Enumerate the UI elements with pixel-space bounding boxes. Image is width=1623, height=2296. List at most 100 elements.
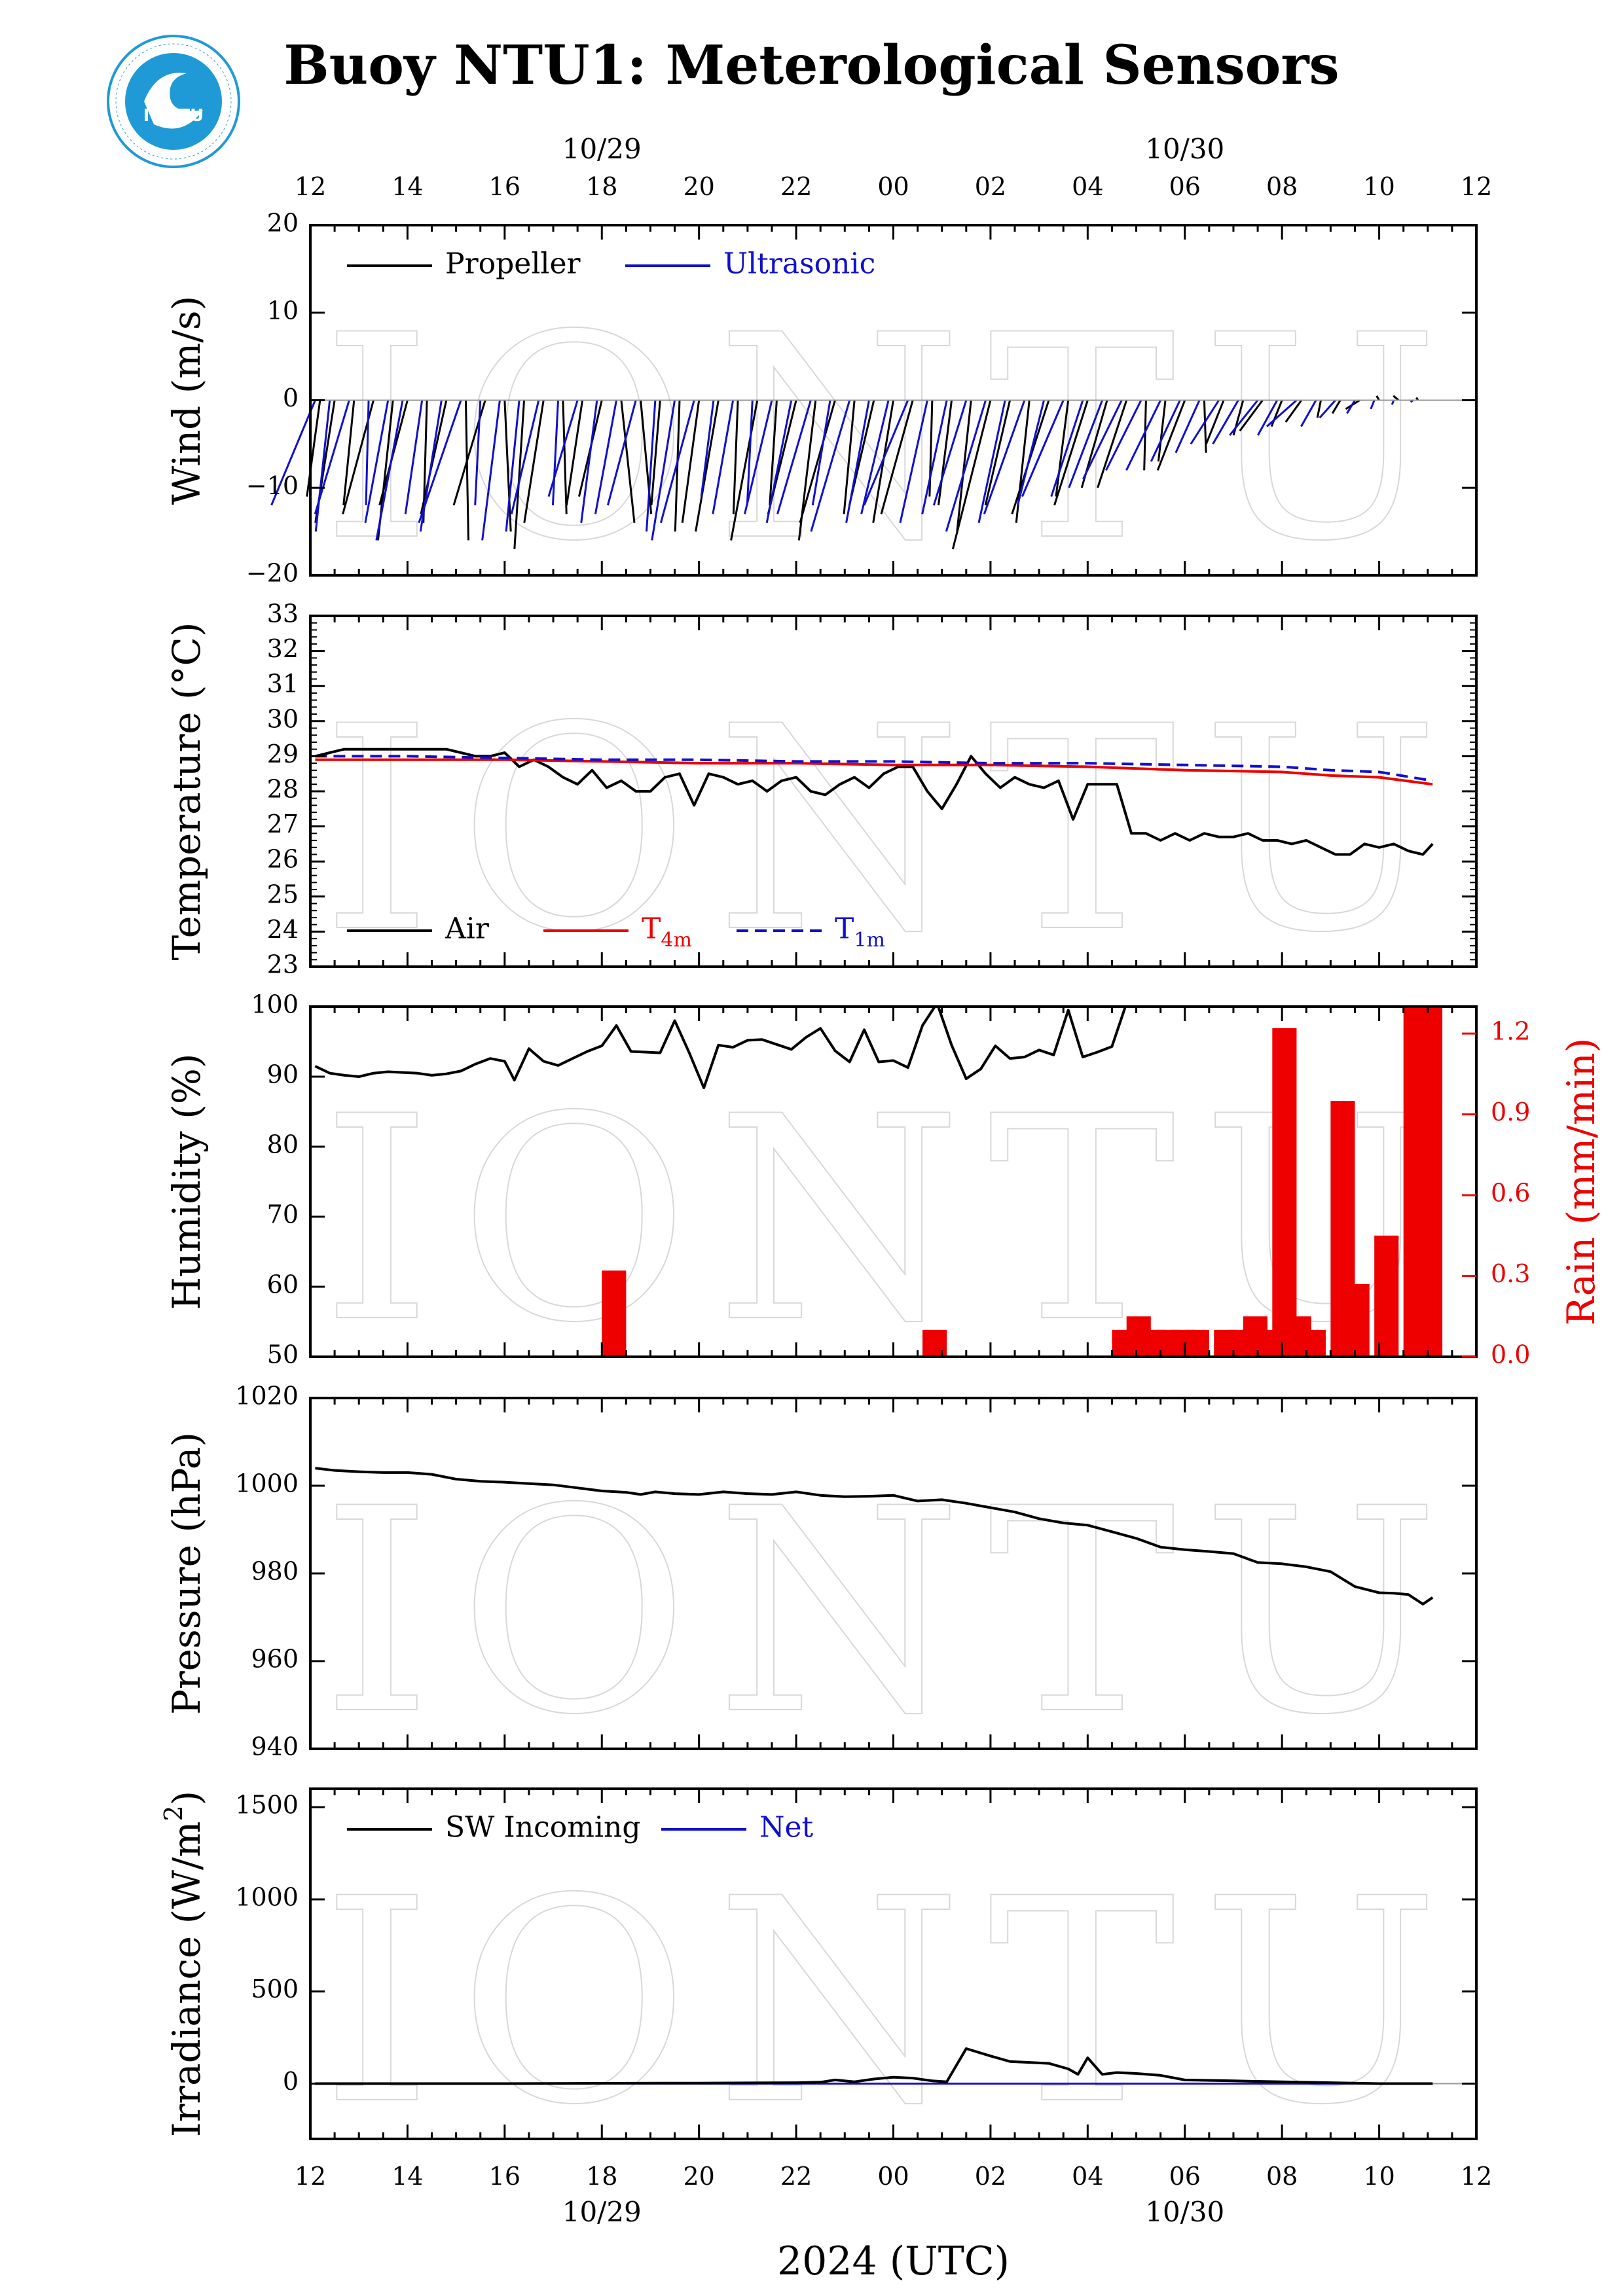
- y-tick-label: 27: [267, 810, 299, 838]
- legend-label: Propeller: [445, 247, 581, 281]
- ultrasonic-wind-stick: [1391, 399, 1395, 405]
- humidity-y-axis-label: Humidity (%): [164, 1053, 209, 1310]
- ultrasonic-wind-stick: [314, 400, 350, 514]
- bottom-hour-tick-label: 16: [489, 2162, 520, 2191]
- ultrasonic-wind-stick: [977, 400, 1006, 524]
- watermark-text: IONTU: [321, 1449, 1466, 1776]
- legend-label: Air: [445, 912, 490, 946]
- propeller-wind-stick: [1205, 399, 1225, 444]
- ultrasonic-wind-stick: [651, 400, 676, 541]
- y2-tick-label: 0.6: [1491, 1179, 1530, 1208]
- propeller-wind-stick: [1157, 400, 1167, 462]
- propeller-wind-stick: [880, 400, 914, 514]
- ultrasonic-wind-stick: [375, 400, 404, 541]
- propeller-wind-stick: [843, 400, 856, 514]
- propeller-wind-stick: [1053, 400, 1089, 506]
- propeller-wind-stick: [1097, 400, 1128, 488]
- humidity-rain-plot: [314, 1007, 1443, 1357]
- ultrasonic-wind-stick: [1105, 399, 1142, 471]
- sw-incoming-line: [315, 2047, 1433, 2085]
- propeller-wind-stick: [523, 400, 545, 523]
- y2-tick-label: 1.2: [1491, 1017, 1530, 1046]
- y-tick-label: 1000: [235, 1469, 299, 1498]
- bottom-hour-tick-label: 14: [392, 2162, 423, 2191]
- y2-tick-label: 0.3: [1491, 1259, 1530, 1288]
- rain-bar: [1417, 1007, 1443, 1357]
- ultrasonic-wind-stick: [404, 400, 424, 514]
- propeller-wind-stick: [951, 400, 992, 550]
- legend-label: Ultrasonic: [723, 247, 875, 281]
- rain-bar: [1184, 1329, 1209, 1357]
- propeller-wind-stick: [1393, 395, 1400, 401]
- ultrasonic-wind-stick: [1068, 399, 1103, 488]
- bottom-hour-tick-label: 12: [1461, 2162, 1492, 2191]
- y2-tick-label: 0.0: [1491, 1340, 1530, 1369]
- y-tick-label: 31: [267, 670, 299, 698]
- y-tick-label: 25: [267, 880, 299, 908]
- top-hour-tick-label: 00: [877, 172, 909, 201]
- x-axis-title: 2024 (UTC): [777, 2238, 1010, 2284]
- y-tick-label: 960: [251, 1645, 299, 1674]
- ultrasonic-wind-stick: [1370, 399, 1376, 410]
- ultrasonic-wind-stick: [1257, 399, 1279, 436]
- propeller-wind-stick: [1316, 400, 1322, 418]
- propeller-wind-stick: [695, 400, 720, 532]
- bottom-hour-tick-label: 00: [877, 2162, 909, 2191]
- top-hour-tick-label: 14: [392, 172, 423, 201]
- top-hour-tick-label: 02: [975, 172, 1006, 201]
- ultrasonic-wind-stick: [765, 400, 793, 524]
- bottom-date-label: 10/30: [1145, 2196, 1224, 2228]
- y-tick-label: 28: [267, 775, 299, 804]
- y-tick-label: 0: [283, 2067, 299, 2096]
- ultrasonic-wind-stick: [481, 400, 501, 541]
- chart-title: Buoy NTU1: Meterological Sensors: [283, 34, 1340, 97]
- y-tick-label: 940: [251, 1732, 299, 1761]
- y2-tick-label: 0.9: [1491, 1098, 1530, 1126]
- ultrasonic-wind-stick: [899, 400, 928, 524]
- y-tick-label: 80: [267, 1130, 299, 1159]
- bottom-hour-tick-label: 12: [295, 2162, 326, 2191]
- y-tick-label: 30: [267, 704, 299, 733]
- ultrasonic-wind-stick: [1300, 399, 1317, 427]
- ultrasonic-wind-stick: [983, 399, 1026, 514]
- rain-bar: [922, 1329, 947, 1357]
- ultrasonic-wind-stick: [1346, 399, 1356, 414]
- ultrasonic-wind-stick: [863, 399, 909, 506]
- y-tick-label: 10: [267, 296, 299, 325]
- propeller-wind-stick: [1285, 399, 1303, 423]
- ultrasonic-wind-stick: [580, 400, 598, 523]
- top-hour-tick-label: 20: [683, 172, 714, 201]
- ultrasonic-wind-stick: [744, 400, 773, 514]
- watermark-text: IONTU: [321, 1839, 1466, 2166]
- y-tick-label: 100: [251, 990, 299, 1019]
- rain-bar: [602, 1270, 627, 1357]
- rain-y-axis-label: Rain (mm/min): [1559, 1038, 1603, 1326]
- watermark-text: IONTU: [321, 667, 1466, 994]
- propeller-wind-stick: [342, 400, 356, 506]
- ultrasonic-wind-stick: [1050, 400, 1084, 497]
- top-hour-tick-label: 18: [586, 172, 617, 201]
- propeller-wind-stick: [420, 400, 448, 514]
- propeller-wind-stick: [732, 400, 739, 514]
- top-hour-tick-label: 12: [295, 172, 326, 201]
- ultrasonic-wind-stick: [1082, 399, 1123, 480]
- ultrasonic-wind-stick: [945, 400, 987, 532]
- temperature-y-axis-label: Temperature (°C): [164, 622, 209, 960]
- ultrasonic-wind-stick: [1021, 399, 1065, 497]
- ultrasonic-wind-stick: [700, 400, 715, 497]
- ultrasonic-wind-stick: [551, 400, 559, 506]
- legend-label: Net: [759, 1811, 814, 1844]
- y-tick-label: 60: [267, 1270, 299, 1299]
- air-temperature-line: [314, 747, 1434, 856]
- ultrasonic-wind-stick: [646, 400, 657, 532]
- propeller-wind-stick: [1239, 399, 1264, 432]
- y-tick-label: −20: [246, 559, 299, 588]
- propeller-wind-stick: [984, 400, 1012, 506]
- ultrasonic-wind-stick: [1212, 399, 1239, 445]
- ultrasonic-wind-stick: [860, 400, 890, 514]
- ultrasonic-wind-stick: [932, 400, 968, 506]
- y-tick-label: 1020: [235, 1382, 299, 1410]
- propeller-wind-stick: [1143, 400, 1147, 471]
- svg-text:IONTU: IONTU: [143, 106, 204, 126]
